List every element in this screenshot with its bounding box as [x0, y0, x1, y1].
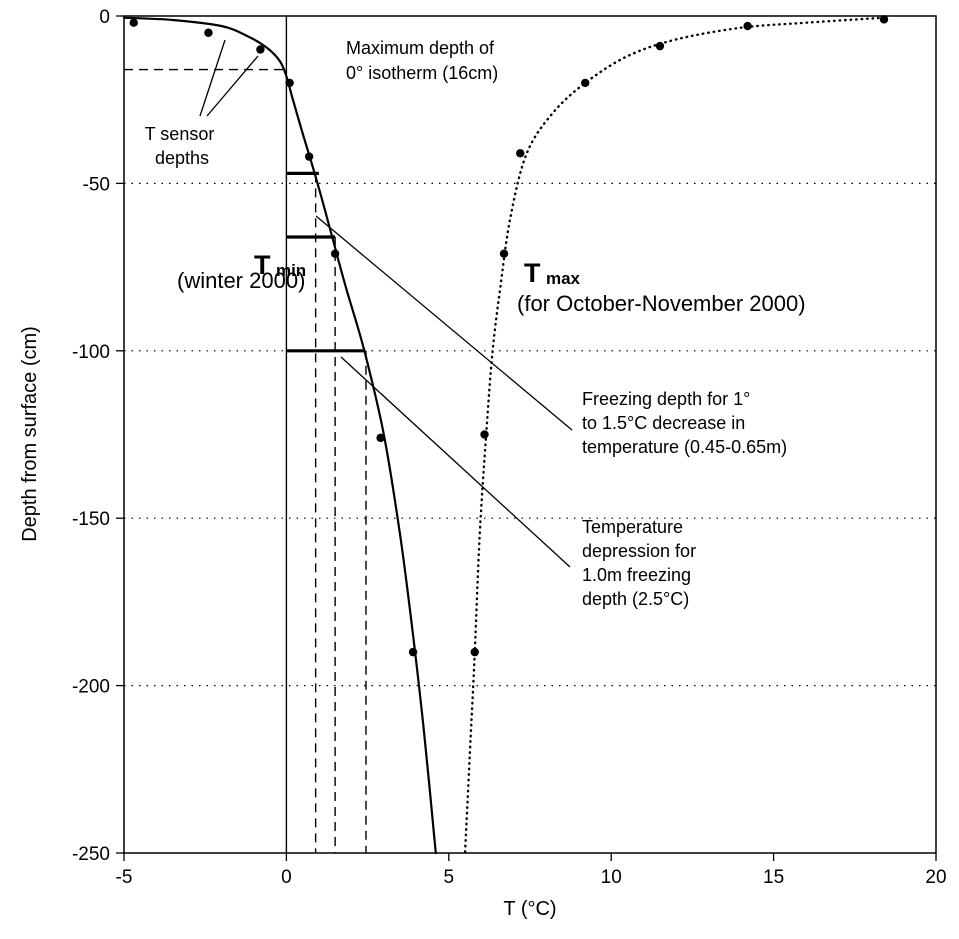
tmin-point — [408, 647, 418, 657]
tmax-point — [581, 78, 590, 88]
x-tick-label: 10 — [601, 867, 622, 888]
tmin-point — [129, 18, 138, 27]
depression-annotation-line-2: depression for — [582, 541, 696, 561]
tmin-label-main: T — [254, 250, 271, 280]
isotherm-annotation-line-2: 0° isotherm (16cm) — [346, 63, 498, 83]
tmin-label: T min — [254, 250, 306, 280]
tmin-curve — [122, 16, 437, 855]
tmax-point — [480, 430, 489, 439]
y-tick-label: 0 — [99, 7, 110, 28]
tmin-point — [204, 28, 213, 37]
tmax-label-main: T — [524, 258, 541, 288]
tmax-curve — [463, 16, 886, 855]
tmax-point — [470, 647, 479, 657]
tmax-label: T max — [524, 258, 581, 288]
y-tick-label: -50 — [83, 174, 110, 195]
tmax-point — [655, 41, 665, 51]
grid-lines — [124, 182, 936, 687]
y-tick-label: -200 — [72, 677, 110, 698]
x-tick-label: 5 — [444, 867, 455, 888]
y-axis-title: Depth from surface (cm) — [19, 326, 41, 542]
sensor-annotation-line-1: T sensor — [145, 124, 215, 144]
sensor-annotation: T sensor depths — [145, 124, 220, 168]
isotherm-annotation: Maximum depth of 0° isotherm (16cm) — [346, 38, 499, 83]
tmin-label-sub: min — [276, 261, 306, 280]
x-axis-title: T (°C) — [503, 898, 556, 920]
sensor-annotation-line-2: depths — [155, 148, 209, 168]
freezing-annotation: Freezing depth for 1° to 1.5°C decrease … — [582, 389, 787, 457]
y-tick-label: -100 — [72, 342, 110, 363]
sensor-leader-2 — [206, 55, 259, 117]
freezing-annotation-line-3: temperature (0.45-0.65m) — [582, 437, 787, 457]
x-tick-label: 15 — [763, 867, 784, 888]
x-tick-label: 0 — [281, 867, 292, 888]
depression-annotation: Temperature depression for 1.0m freezing… — [582, 517, 701, 609]
isotherm-annotation-line-1: Maximum depth of — [346, 38, 495, 58]
tmin-point — [304, 152, 314, 161]
depression-annotation-line-1: Temperature — [582, 517, 683, 537]
data-points — [129, 15, 889, 657]
tmin-point — [256, 45, 265, 54]
x-tick-label: -5 — [116, 867, 133, 888]
tmax-label-sub: max — [546, 269, 581, 288]
x-tick-label: 20 — [925, 867, 946, 888]
tmin-point — [330, 249, 340, 258]
depression-annotation-line-3: 1.0m freezing — [582, 565, 691, 585]
sensor-leader-1 — [199, 39, 226, 117]
plot-area — [123, 15, 937, 854]
curves — [122, 16, 886, 855]
reference-lines — [124, 16, 367, 853]
tmax-point — [499, 249, 509, 258]
tmax-point — [516, 149, 525, 158]
freezing-annotation-line-1: Freezing depth for 1° — [582, 389, 750, 409]
tmin-point — [285, 78, 294, 88]
tmin-note: (winter 2000) — [177, 268, 305, 293]
tmax-point — [879, 15, 889, 24]
tmax-point — [743, 21, 752, 31]
tmin-point — [376, 433, 385, 443]
depression-leader — [340, 356, 571, 568]
y-tick-label: -250 — [72, 844, 110, 865]
axis-ticks: -5 0 5 10 15 200-50-100-150-200-250 — [72, 7, 947, 888]
freezing-leader — [315, 215, 573, 431]
tmax-note: (for October-November 2000) — [517, 291, 806, 316]
freezing-annotation-line-2: to 1.5°C decrease in — [582, 413, 745, 433]
y-tick-label: -150 — [72, 509, 110, 530]
depression-annotation-line-4: depth (2.5°C) — [582, 589, 689, 609]
